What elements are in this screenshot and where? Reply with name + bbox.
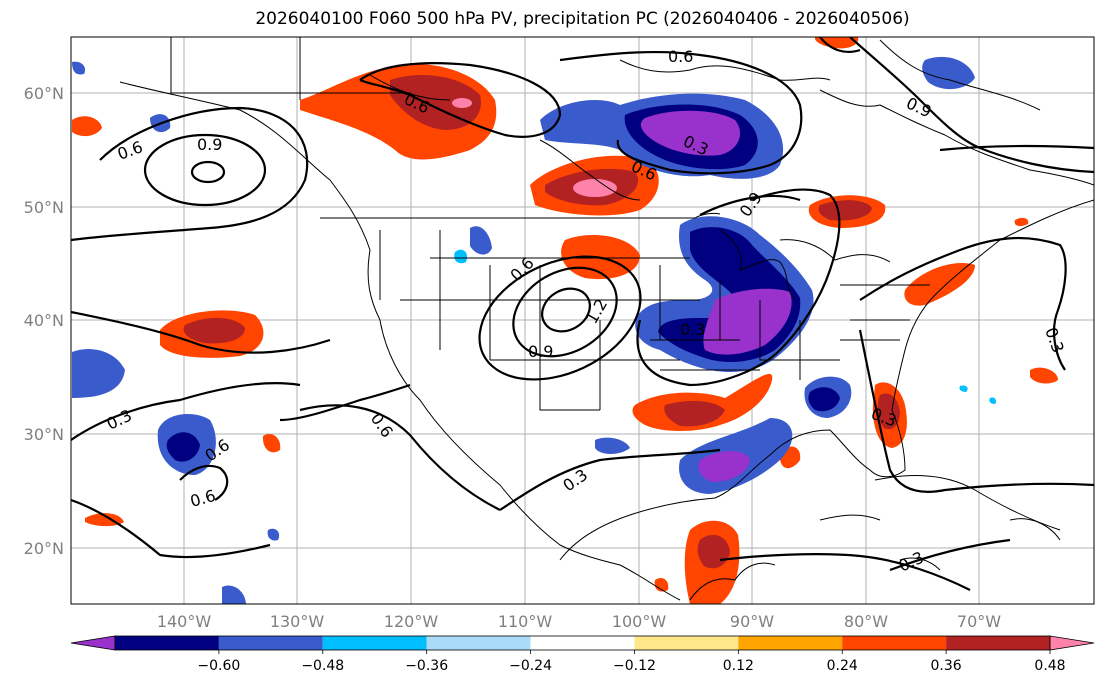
contour-label: 0.9	[528, 342, 553, 361]
colorbar-segment	[530, 636, 635, 650]
contour-label: 0.9	[197, 135, 222, 154]
colorbar-tick-label: −0.48	[301, 658, 344, 674]
colorbar-segment	[426, 636, 531, 650]
lon-label: 110°W	[498, 612, 553, 631]
longitude-labels: 140°W 130°W 120°W 110°W 100°W 90°W 80°W …	[157, 612, 1001, 631]
lon-label: 90°W	[730, 612, 774, 631]
colorbar-tick-label: −0.60	[197, 658, 240, 674]
colorbar-segment	[842, 636, 947, 650]
lon-label: 80°W	[844, 612, 888, 631]
latitude-labels: 60°N 50°N 40°N 30°N 20°N	[24, 84, 64, 558]
colorbar-tick-label: 0.36	[931, 658, 962, 674]
lon-label: 130°W	[270, 612, 325, 631]
lat-label: 60°N	[24, 84, 64, 103]
contour-label: 0.6	[668, 47, 693, 66]
lat-label: 20°N	[24, 539, 64, 558]
colorbar: −0.60 −0.48 −0.36 −0.24 −0.12 0.12 0.24 0.36 0.4…	[70, 635, 1095, 674]
contour-label: 0.3	[680, 320, 705, 339]
lon-label: 140°W	[157, 612, 212, 631]
lon-label: 120°W	[384, 612, 439, 631]
colorbar-tick-label: 0.12	[723, 658, 754, 674]
colorbar-segment	[946, 636, 1050, 650]
colorbar-segment	[634, 636, 739, 650]
colorbar-frame	[114, 635, 1051, 651]
colorbar-extend-high	[1049, 635, 1095, 651]
precip-negative-anomalies	[72, 56, 997, 604]
coastlines-borders	[119, 37, 1094, 601]
lat-label: 30°N	[24, 425, 64, 444]
colorbar-segment	[322, 636, 427, 650]
lat-label: 40°N	[24, 311, 64, 330]
lat-label: 50°N	[24, 198, 64, 217]
pv-contours	[71, 37, 1094, 591]
lon-label: 100°W	[612, 612, 667, 631]
colorbar-tick-label: −0.12	[613, 658, 656, 674]
colorbar-extend-low	[70, 635, 116, 651]
precip-positive-anomalies	[72, 37, 1058, 604]
colorbar-tick-label: −0.36	[405, 658, 448, 674]
map-title: 2026040100 F060 500 hPa PV, precipitatio…	[255, 9, 910, 29]
colorbar-segment	[218, 636, 323, 650]
map-panel: 0.6 0.9 0.6 0.6 0.6 0.3 0.9 0.9 0.6 1.2 …	[70, 36, 1095, 605]
colorbar-tick-label: 0.48	[1034, 658, 1065, 674]
colorbar-segment	[115, 636, 219, 650]
colorbar-segment	[738, 636, 843, 650]
anomaly-northeast	[904, 262, 975, 306]
lon-label: 70°W	[957, 612, 1001, 631]
colorbar-tick-label: 0.24	[827, 658, 858, 674]
colorbar-tick-label: −0.24	[509, 658, 552, 674]
